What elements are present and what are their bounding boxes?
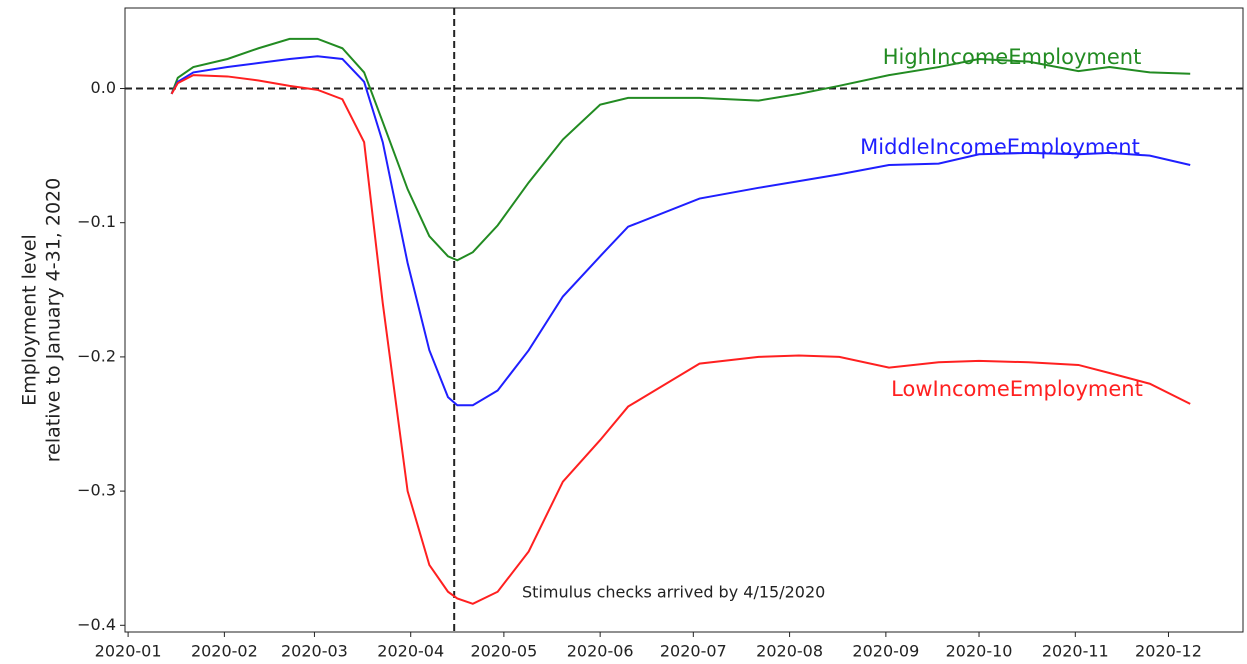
x-tick-label: 2020-12 [1135,642,1202,661]
series-line [170,55,1191,407]
x-tick-label: 2020-03 [281,642,348,661]
x-tick-label: 2020-04 [377,642,444,661]
y-axis-label: relative to January 4-31, 2020 [43,178,65,462]
series-line [170,37,1191,262]
y-tick-label: −0.1 [77,212,116,231]
y-tick-label: −0.4 [77,615,116,634]
x-tick-label: 2020-10 [946,642,1013,661]
x-tick-label: 2020-02 [191,642,258,661]
y-axis-label: Employment level [19,234,41,406]
y-tick-label: −0.3 [77,481,116,500]
series-line [170,74,1191,605]
series-label: HighIncomeEmployment [883,45,1142,69]
series-label: LowIncomeEmployment [891,377,1143,401]
x-tick-label: 2020-08 [756,642,823,661]
annotation: Stimulus checks arrived by 4/15/2020 [522,583,825,602]
x-tick-label: 2020-11 [1042,642,1109,661]
x-tick-label: 2020-06 [567,642,634,661]
y-tick-label: 0.0 [91,78,116,97]
x-tick-label: 2020-05 [470,642,537,661]
x-tick-label: 2020-07 [660,642,727,661]
series-label: MiddleIncomeEmployment [860,135,1140,159]
x-tick-label: 2020-01 [95,642,162,661]
y-tick-label: −0.2 [77,346,116,365]
plot-frame [124,7,1244,633]
x-tick-label: 2020-09 [852,642,919,661]
